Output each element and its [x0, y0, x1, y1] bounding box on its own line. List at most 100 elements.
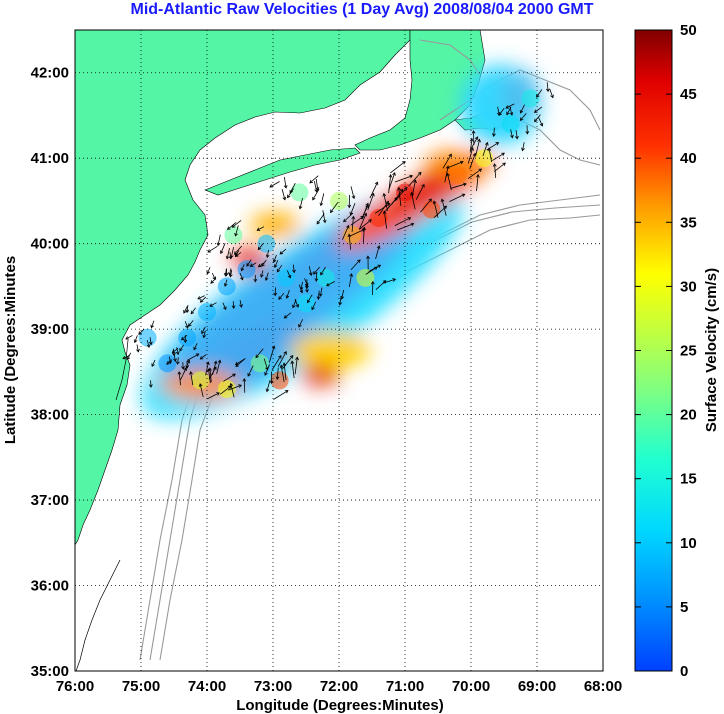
velocity-arrow-head	[347, 204, 352, 209]
velocity-arrow	[549, 88, 554, 98]
velocity-arrow-head	[534, 118, 538, 123]
colorbar-tick-label: 35	[680, 214, 697, 231]
velocity-point	[191, 371, 210, 390]
velocity-arrow	[146, 340, 150, 348]
velocity-arrow	[151, 359, 156, 367]
velocity-arrow	[358, 219, 372, 230]
velocity-arrow-head	[365, 202, 369, 207]
velocity-arrow	[536, 89, 543, 98]
x-tick-label: 74:00	[188, 678, 226, 695]
velocity-arrow	[375, 245, 380, 259]
velocity-arrow-head	[298, 205, 303, 210]
velocity-point	[198, 303, 216, 322]
velocity-arrow	[388, 174, 392, 194]
velocity-arrow-head	[316, 296, 321, 300]
velocity-arrow	[217, 234, 221, 246]
velocity-arrow-head	[125, 336, 129, 340]
velocity-arrow-head	[171, 349, 176, 354]
velocity-arrow	[190, 371, 194, 386]
velocity-arrow-head	[223, 283, 228, 287]
velocity-arrow	[209, 368, 212, 383]
velocity-arrow-head	[278, 355, 282, 359]
velocity-arrow-head	[238, 384, 242, 388]
velocity-arrow	[316, 213, 325, 225]
velocity-arrow-head	[417, 171, 422, 176]
velocity-arrow-head	[282, 362, 287, 367]
velocity-arrow-head	[234, 253, 239, 258]
velocity-point	[448, 166, 467, 185]
velocity-arrow-head	[410, 191, 414, 196]
velocity-arrow	[534, 114, 541, 122]
velocity-arrow	[470, 136, 479, 150]
velocity-arrow-head	[440, 198, 445, 203]
velocity-arrow-head	[368, 219, 372, 223]
velocity-arrow-head	[282, 196, 287, 201]
velocity-arrow	[225, 268, 227, 277]
velocity-arrow	[201, 326, 206, 334]
velocity-arrow	[136, 344, 139, 352]
velocity-arrow	[317, 290, 320, 300]
velocity-arrow-head	[445, 165, 450, 170]
velocity-arrow	[320, 266, 326, 276]
velocity-arrow-head	[320, 271, 324, 276]
velocity-arrow	[320, 193, 325, 206]
velocity-arrow-head	[265, 254, 270, 259]
velocity-arrow-head	[188, 323, 192, 327]
velocity-arrow	[274, 260, 279, 268]
velocity-arrow	[257, 243, 264, 250]
velocity-arrow-head	[283, 351, 287, 355]
velocity-arrow-head	[231, 305, 236, 310]
velocity-point	[475, 149, 494, 168]
delmarva-coast	[115, 339, 129, 401]
velocity-arrow-head	[199, 356, 204, 360]
velocity-arrow-head	[340, 295, 345, 300]
velocity-arrow-head	[173, 358, 177, 363]
velocity-arrow-head	[269, 184, 274, 188]
velocity-arrow-head	[257, 246, 262, 251]
velocity-arrow-head	[234, 232, 238, 237]
velocity-arrow-head	[148, 341, 153, 346]
velocity-arrow	[369, 181, 378, 199]
velocity-arrow-head	[309, 179, 313, 184]
velocity-arrow	[442, 153, 452, 169]
colorbar-tick-label: 30	[680, 278, 697, 295]
velocity-arrow	[497, 106, 500, 116]
velocity-arrow	[193, 343, 198, 350]
velocity-arrow	[291, 361, 295, 379]
velocity-arrow	[515, 130, 518, 139]
velocity-arrow-head	[285, 295, 290, 299]
colorbar-tick-label: 50	[680, 22, 697, 39]
velocity-arrow	[212, 361, 217, 375]
velocity-arrow-head	[292, 269, 296, 274]
velocity-arrow	[311, 301, 317, 310]
velocity-arrow	[382, 278, 396, 284]
velocity-arrow	[273, 254, 277, 263]
velocity-arrow-head	[407, 217, 412, 221]
velocity-arrow	[449, 193, 465, 202]
velocity-arrow	[390, 161, 406, 174]
velocity-arrow-head	[275, 376, 280, 381]
velocity-arrow-head	[413, 179, 417, 184]
x-tick-label: 70:00	[452, 678, 490, 695]
y-tick-label: 42:00	[31, 65, 69, 82]
velocity-arrow-head	[287, 194, 291, 199]
velocity-arrow	[247, 365, 254, 377]
velocity-arrow	[197, 295, 205, 300]
velocity-arrow	[266, 380, 271, 392]
velocity-arrow-head	[545, 88, 550, 93]
velocity-arrow-head	[314, 278, 319, 282]
velocity-arrow-head	[376, 245, 381, 249]
velocity-arrow-head	[199, 299, 204, 303]
velocity-arrow	[292, 264, 295, 273]
velocity-arrow-head	[363, 212, 368, 217]
velocity-point	[396, 183, 414, 202]
velocity-arrow-head	[371, 192, 375, 197]
velocity-arrow-head	[265, 388, 270, 393]
colorbar-tick-label: 5	[680, 599, 688, 616]
velocity-arrow	[186, 353, 199, 361]
velocity-arrow-head	[316, 220, 321, 225]
velocity-arrow	[441, 199, 447, 216]
velocity-arrow-head	[265, 366, 269, 371]
velocity-arrow-head	[198, 383, 203, 387]
velocity-arrow	[467, 147, 474, 164]
